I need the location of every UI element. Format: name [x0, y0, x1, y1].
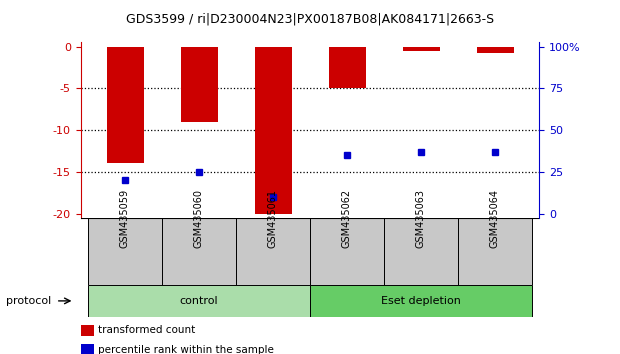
- FancyBboxPatch shape: [236, 218, 310, 285]
- Text: protocol: protocol: [6, 296, 51, 306]
- Text: GSM435059: GSM435059: [120, 189, 130, 248]
- Bar: [81, 325, 94, 336]
- Text: GSM435064: GSM435064: [490, 189, 500, 248]
- Text: GSM435060: GSM435060: [194, 189, 204, 248]
- Text: GDS3599 / ri|D230004N23|PX00187B08|AK084171|2663-S: GDS3599 / ri|D230004N23|PX00187B08|AK084…: [126, 12, 494, 25]
- Text: GSM435062: GSM435062: [342, 189, 352, 248]
- Bar: [180, 47, 218, 122]
- Bar: [81, 344, 94, 354]
- FancyBboxPatch shape: [310, 285, 532, 317]
- FancyBboxPatch shape: [458, 218, 532, 285]
- Text: transformed count: transformed count: [98, 325, 195, 335]
- Bar: [477, 47, 513, 53]
- Text: GSM435063: GSM435063: [416, 189, 426, 248]
- Bar: [254, 47, 291, 215]
- Text: control: control: [180, 296, 218, 306]
- Text: GSM435061: GSM435061: [268, 189, 278, 248]
- Text: Eset depletion: Eset depletion: [381, 296, 461, 306]
- FancyBboxPatch shape: [88, 285, 310, 317]
- Text: percentile rank within the sample: percentile rank within the sample: [98, 345, 274, 354]
- FancyBboxPatch shape: [310, 218, 384, 285]
- FancyBboxPatch shape: [384, 218, 458, 285]
- FancyBboxPatch shape: [88, 218, 162, 285]
- Bar: [107, 47, 143, 164]
- Bar: [329, 47, 366, 88]
- FancyBboxPatch shape: [162, 218, 236, 285]
- Bar: [402, 47, 440, 51]
